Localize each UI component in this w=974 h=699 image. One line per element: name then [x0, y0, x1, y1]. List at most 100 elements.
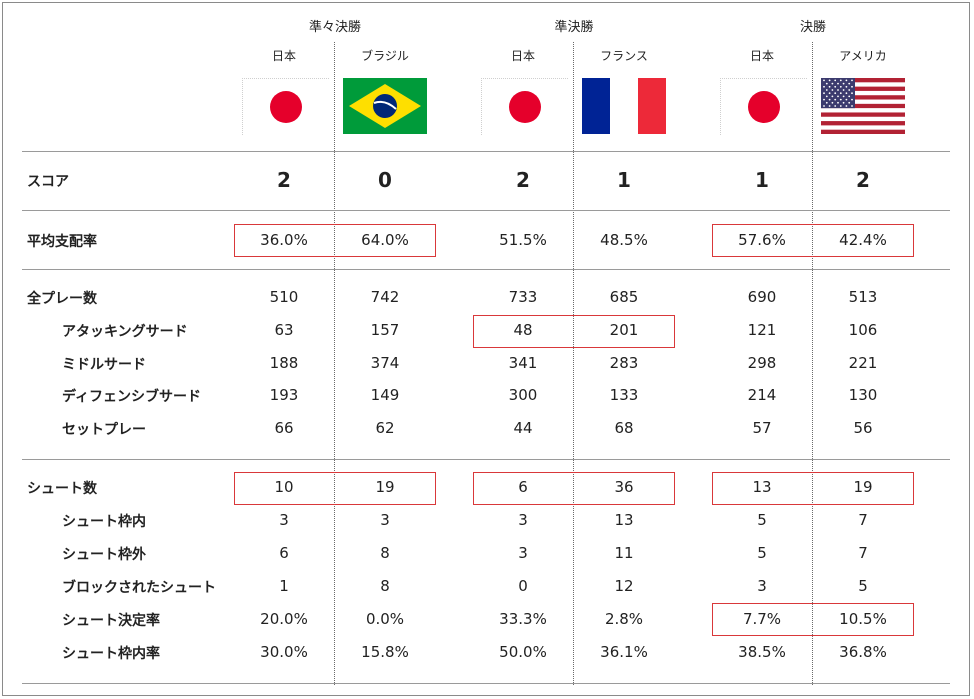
stat-value: 3	[279, 511, 289, 529]
section-rule	[22, 210, 950, 211]
stat-value: 7	[858, 544, 868, 562]
team-name: 日本	[271, 49, 296, 63]
team-name: アメリカ	[839, 49, 887, 63]
row-label: ミドルサード	[62, 357, 146, 373]
stat-value: 300	[508, 386, 538, 404]
column-divider	[812, 42, 813, 685]
stat-value: 5	[858, 577, 868, 595]
highlight-box	[234, 224, 436, 257]
column-divider	[573, 42, 574, 685]
stat-value: 157	[370, 321, 400, 339]
stat-value: 0.0%	[365, 610, 405, 628]
stat-value: 8	[380, 544, 390, 562]
japan-flag-icon	[242, 78, 329, 135]
stat-value: 51.5%	[499, 231, 547, 249]
highlight-box	[473, 315, 675, 348]
stat-value: 36.8%	[839, 643, 887, 661]
stat-value: 149	[370, 386, 400, 404]
stat-value: 48.5%	[600, 231, 648, 249]
stat-value: 510	[269, 288, 299, 306]
stat-value: 33.3%	[499, 610, 547, 628]
stat-value: 2	[516, 168, 530, 192]
section-rule	[22, 683, 950, 684]
stat-value: 44	[513, 419, 533, 437]
team-name: 日本	[749, 49, 774, 63]
stat-value: 283	[609, 354, 639, 372]
stat-value: 48	[513, 321, 533, 339]
stat-value: 0	[378, 168, 392, 192]
section-rule	[22, 151, 950, 152]
stat-value: 7	[858, 511, 868, 529]
stat-value: 50.0%	[499, 643, 547, 661]
stat-value: 193	[269, 386, 299, 404]
row-label: 平均支配率	[27, 234, 97, 250]
stat-value: 513	[848, 288, 878, 306]
stat-value: 36.0%	[260, 231, 308, 249]
stat-value: 2	[277, 168, 291, 192]
highlight-box	[473, 472, 675, 505]
stat-value: 10	[274, 478, 294, 496]
stat-value: 188	[269, 354, 299, 372]
stat-value: 5	[757, 511, 767, 529]
stat-value: 3	[518, 511, 528, 529]
stat-value: 15.8%	[361, 643, 409, 661]
stat-value: 2.8%	[604, 610, 644, 628]
stat-value: 106	[848, 321, 878, 339]
stat-value: 121	[747, 321, 777, 339]
stat-value: 201	[609, 321, 639, 339]
stat-value: 10.5%	[839, 610, 887, 628]
section-rule	[22, 459, 950, 460]
stat-value: 30.0%	[260, 643, 308, 661]
usa-flag-icon	[821, 78, 905, 134]
stat-value: 8	[380, 577, 390, 595]
row-label: シュート枠内	[62, 514, 146, 530]
stat-value: 1	[279, 577, 289, 595]
team-name: ブラジル	[361, 49, 409, 63]
stat-value: 36	[614, 478, 634, 496]
stat-value: 13	[614, 511, 634, 529]
stat-value: 374	[370, 354, 400, 372]
stat-value: 20.0%	[260, 610, 308, 628]
row-label: シュート数	[27, 481, 97, 497]
stat-value: 5	[757, 544, 767, 562]
row-label: シュート枠内率	[62, 646, 160, 662]
stat-value: 66	[274, 419, 294, 437]
stat-value: 221	[848, 354, 878, 372]
stat-value: 12	[614, 577, 634, 595]
stat-value: 341	[508, 354, 538, 372]
row-label: ブロックされたシュート	[62, 580, 216, 596]
stage-header-final: 決勝	[799, 20, 826, 35]
stage-header-quarterfinal: 準々決勝	[308, 20, 361, 35]
stat-value: 64.0%	[361, 231, 409, 249]
stat-value: 68	[614, 419, 634, 437]
stat-value: 685	[609, 288, 639, 306]
row-label: シュート決定率	[62, 613, 160, 629]
stat-value: 62	[375, 419, 395, 437]
stat-value: 690	[747, 288, 777, 306]
highlight-box	[712, 603, 914, 636]
stat-value: 7.7%	[742, 610, 782, 628]
stat-value: 57	[752, 419, 772, 437]
row-label: 全プレー数	[27, 291, 97, 307]
highlight-box	[712, 224, 914, 257]
stat-value: 56	[853, 419, 873, 437]
stat-value: 0	[518, 577, 528, 595]
stat-value: 133	[609, 386, 639, 404]
section-rule	[22, 269, 950, 270]
stat-value: 36.1%	[600, 643, 648, 661]
stat-value: 6	[279, 544, 289, 562]
stat-value: 19	[375, 478, 395, 496]
stat-value: 130	[848, 386, 878, 404]
row-label: シュート枠外	[62, 547, 146, 563]
stat-value: 2	[856, 168, 870, 192]
stat-value: 3	[380, 511, 390, 529]
column-divider	[334, 42, 335, 685]
team-name: 日本	[510, 49, 535, 63]
japan-flag-icon	[720, 78, 807, 135]
stat-value: 742	[370, 288, 400, 306]
row-label: アタッキングサード	[62, 324, 188, 340]
stat-value: 19	[853, 478, 873, 496]
row-label: ディフェンシブサード	[62, 389, 202, 405]
stat-value: 57.6%	[738, 231, 786, 249]
